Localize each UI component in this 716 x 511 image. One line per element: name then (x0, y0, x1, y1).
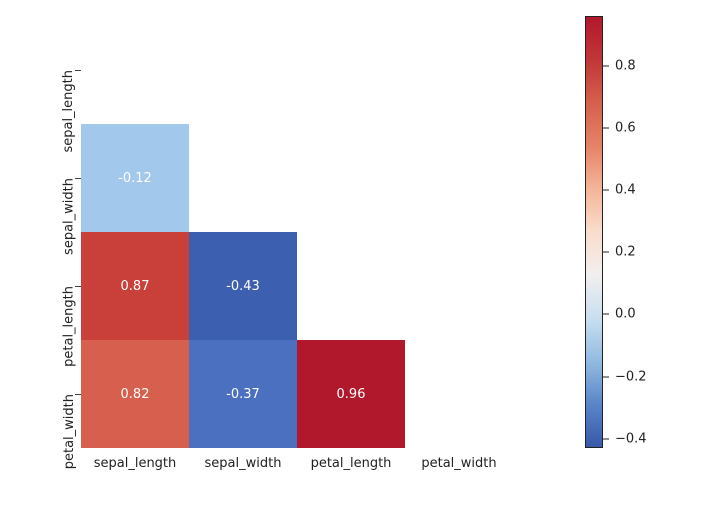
colorbar-tick-label: 0.0 (615, 307, 636, 322)
colorbar-gradient (585, 16, 603, 448)
heatmap-cell: -0.43 (189, 232, 297, 340)
colorbar-tick-label: 0.8 (615, 58, 636, 73)
heatmap-cell: -0.12 (81, 124, 189, 232)
colorbar-tick-label: 0.2 (615, 245, 636, 260)
x-tick-label: petal_length (311, 456, 392, 471)
x-tick-label: sepal_width (205, 456, 282, 471)
heatmap-cell: 0.87 (81, 232, 189, 340)
heatmap-cell-value: 0.82 (121, 387, 150, 402)
colorbar-tick-label: 0.6 (615, 120, 636, 135)
colorbar-tick: 0.4 (603, 183, 636, 198)
y-tick-label: sepal_width (62, 178, 77, 255)
colorbar-tick: 0.0 (603, 307, 636, 322)
figure: -0.12 0.87 -0.43 0.82 -0.37 0.96 sepal_length… (0, 0, 716, 511)
colorbar-tick: 0.2 (603, 245, 636, 260)
heatmap-cell-value: -0.37 (226, 387, 260, 402)
y-tick-label: sepal_length (62, 70, 77, 153)
colorbar-tick: −0.4 (603, 431, 647, 446)
heatmap-cell: -0.37 (189, 340, 297, 448)
x-tick-label: sepal_length (94, 456, 177, 471)
colorbar-tick-mark (603, 314, 609, 315)
colorbar: −0.4−0.20.00.20.40.60.8 (585, 16, 603, 448)
colorbar-tick: −0.2 (603, 369, 647, 384)
heatmap-cell-value: -0.43 (226, 279, 260, 294)
heatmap-cell-value: 0.87 (121, 279, 150, 294)
heatmap-plot: -0.120.87-0.430.82-0.370.96 sepal_length… (81, 16, 513, 448)
y-tick-label: petal_width (62, 394, 77, 469)
colorbar-tick-mark (603, 252, 609, 253)
colorbar-tick-label: −0.4 (615, 431, 647, 446)
heatmap-cell-value: 0.96 (337, 387, 366, 402)
colorbar-tick-label: 0.4 (615, 183, 636, 198)
colorbar-tick-mark (603, 376, 609, 377)
colorbar-tick-mark (603, 127, 609, 128)
y-tick-label: petal_length (62, 286, 77, 367)
colorbar-tick: 0.6 (603, 120, 636, 135)
colorbar-tick-mark (603, 190, 609, 191)
colorbar-tick-label: −0.2 (615, 369, 647, 384)
heatmap-cell-value: -0.12 (118, 171, 152, 186)
colorbar-tick: 0.8 (603, 58, 636, 73)
x-tick-label: petal_width (421, 456, 496, 471)
colorbar-tick-mark (603, 65, 609, 66)
heatmap-grid: -0.12 0.87 -0.43 0.82 -0.37 0.96 (81, 16, 513, 448)
colorbar-tick-mark (603, 438, 609, 439)
heatmap-cell: 0.96 (297, 340, 405, 448)
heatmap-cell: 0.82 (81, 340, 189, 448)
